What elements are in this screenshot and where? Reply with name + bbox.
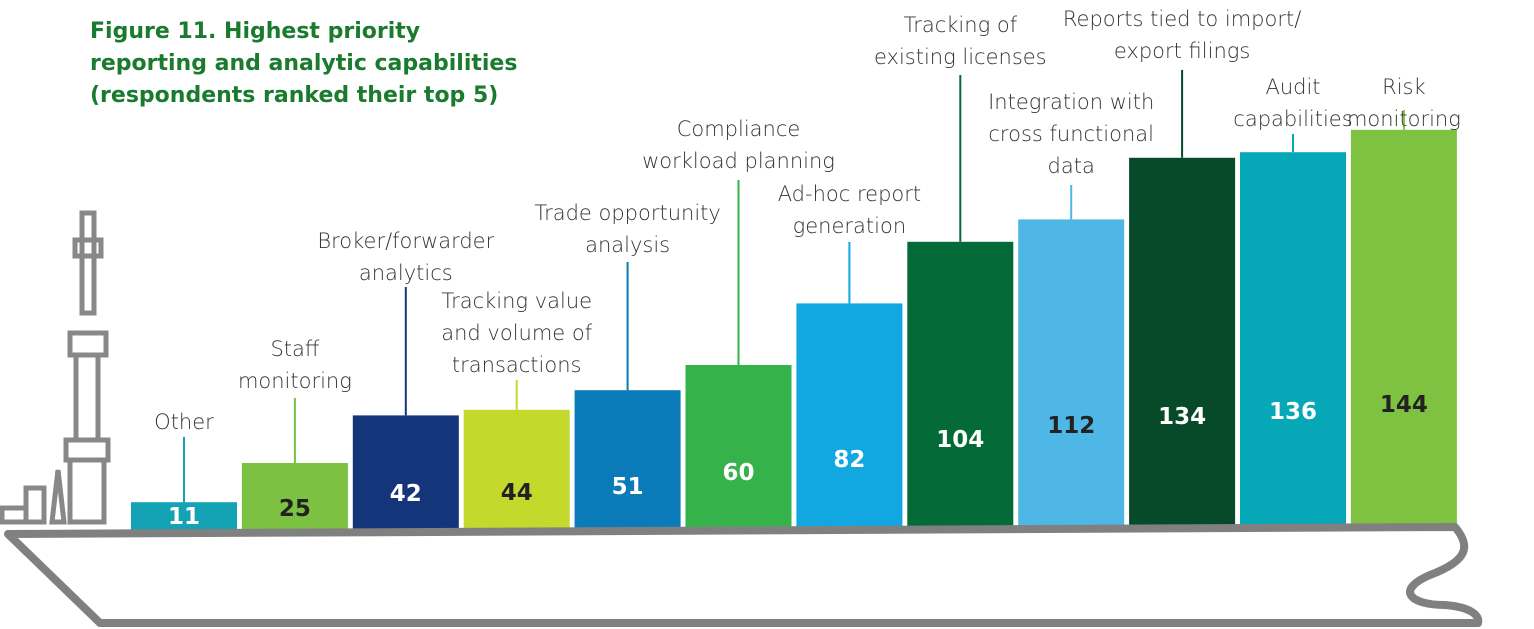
chart-title: Figure 11. Highest priority reporting and… xyxy=(90,19,517,108)
bar xyxy=(574,390,681,533)
category-label: Staff monitoring xyxy=(238,337,352,393)
port-tower xyxy=(0,210,111,525)
value-label: 51 xyxy=(612,474,644,500)
value-label: 11 xyxy=(168,504,200,530)
category-label: Risk monitoring xyxy=(1347,75,1461,131)
bar xyxy=(1350,129,1457,534)
category-label: Ad-hoc report generation xyxy=(778,182,921,238)
bar xyxy=(352,415,459,533)
ship-hull xyxy=(4,523,1483,627)
value-label: 112 xyxy=(1047,413,1095,439)
value-label: 144 xyxy=(1380,392,1428,418)
category-label: Tracking value and volume of transactions xyxy=(441,289,593,377)
category-label: Reports tied to import/export filings xyxy=(1063,7,1301,63)
category-label: Tracking of existing licenses xyxy=(874,13,1047,69)
bar xyxy=(131,502,237,533)
bar xyxy=(1018,219,1125,533)
value-label: 44 xyxy=(501,480,533,506)
category-label: Other xyxy=(154,410,214,434)
category-label: Trade opportunity analysis xyxy=(534,201,721,257)
category-label: Compliance workload planning xyxy=(642,117,835,173)
bar xyxy=(1240,152,1346,533)
category-label: Audit capabilities xyxy=(1233,75,1352,131)
bar xyxy=(685,365,792,533)
bar xyxy=(463,409,570,533)
value-label: 134 xyxy=(1158,404,1206,430)
category-label: Integration with cross functional data xyxy=(988,90,1154,178)
value-label: 104 xyxy=(936,427,984,453)
value-label: 60 xyxy=(722,460,754,486)
value-label: 136 xyxy=(1269,399,1317,425)
value-label: 42 xyxy=(390,481,422,507)
bar xyxy=(1129,157,1236,534)
bar xyxy=(907,241,1014,534)
category-label: Broker/forwarder analytics xyxy=(317,229,494,285)
value-label: 25 xyxy=(279,496,311,522)
bar xyxy=(241,463,348,533)
value-label: 82 xyxy=(833,447,865,473)
bar xyxy=(796,303,903,533)
